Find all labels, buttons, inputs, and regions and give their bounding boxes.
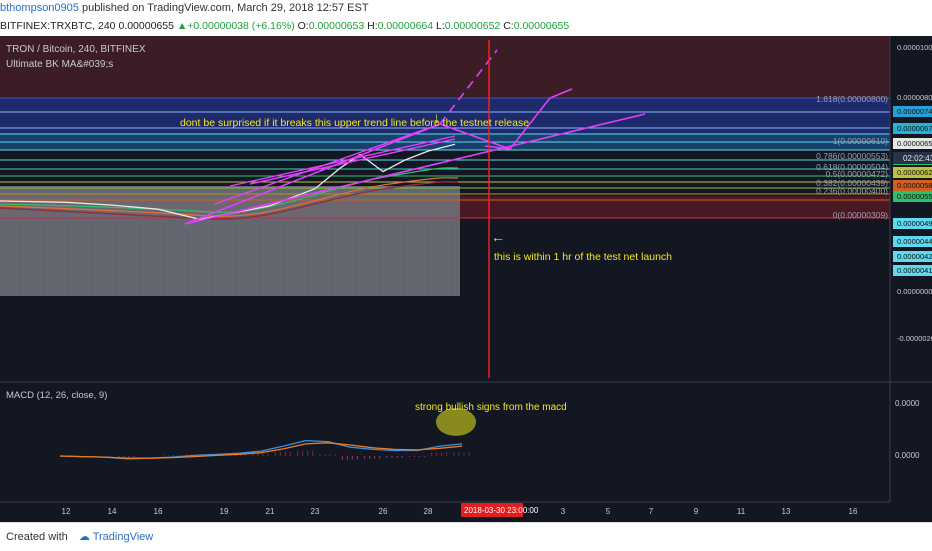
channel-line-c xyxy=(229,135,456,187)
open-value: 0.00000653 xyxy=(308,20,365,32)
time-axis-label: 14 xyxy=(108,507,117,516)
time-axis-label: 19 xyxy=(220,507,229,516)
price-label-box xyxy=(893,106,932,117)
up-arrow-icon: ▲ xyxy=(176,20,188,32)
price-label-box xyxy=(893,236,932,247)
time-axis-label: 26 xyxy=(379,507,388,516)
time-axis-label: 3 xyxy=(561,507,566,516)
trendline-annotation: dont be surprised if it breaks this uppe… xyxy=(180,117,529,129)
upper-zone xyxy=(0,36,890,98)
highlighted-date-box xyxy=(461,503,523,517)
publish-info: published on TradingView.com, March 29, … xyxy=(78,2,369,14)
publish-line: bthompson0905 published on TradingView.c… xyxy=(0,0,932,17)
time-axis-label: 5 xyxy=(606,507,611,516)
time-axis-label: 21 xyxy=(266,507,275,516)
chart-legend-title: TRON / Bitcoin, 240, BITFINEX xyxy=(6,44,146,55)
symbol-label: BITFINEX:TRXBTC, 240 xyxy=(0,20,116,32)
macd-annotation: strong bullish signs from the macd xyxy=(415,402,567,413)
price-axis-label: 0.00000748 xyxy=(897,107,932,116)
price-label-box xyxy=(893,123,932,134)
fib-level-label: 1.618(0.00000800) xyxy=(816,94,888,104)
price-label-box xyxy=(893,191,932,202)
arrow-down-icon: ↓ xyxy=(433,109,440,125)
macd-legend: MACD (12, 26, close, 9) xyxy=(6,390,107,401)
countdown-label: 02:02:43 xyxy=(903,154,932,163)
author-link[interactable]: bthompson0905 xyxy=(0,2,79,14)
high-value: 0.00000664 xyxy=(377,20,434,32)
projection-path xyxy=(439,88,573,150)
symbol-line: BITFINEX:TRXBTC, 240 0.00000655 ▲+0.0000… xyxy=(0,17,932,36)
fib-level-label: 0.382(0.00000439) xyxy=(816,178,888,188)
indicator-legend: Ultimate BK MA&#039;s xyxy=(6,59,113,70)
time-axis-label: 12 xyxy=(62,507,71,516)
time-axis-label: 16 xyxy=(849,507,858,516)
price-change: +0.00000038 (+6.16%) xyxy=(187,20,295,32)
trendline-extension xyxy=(439,49,498,125)
price-axis-label: 0.00000800 xyxy=(897,93,932,102)
price-axis-label: 0.00000000 xyxy=(897,287,932,296)
price-axis-label: 0.00000429 xyxy=(897,252,932,261)
fib-level-label: 0.786(0.00000553) xyxy=(816,151,888,161)
price-axis-label: 0.00000494 xyxy=(897,219,932,228)
footer: Created with ☁ TradingView xyxy=(0,522,932,551)
countdown-box xyxy=(893,152,932,164)
fib-level-label: 1(0.00000610) xyxy=(833,136,888,146)
fib-level-label: 0.5(0.00000472) xyxy=(826,169,889,179)
price-axis-label: 0.00000446 xyxy=(897,237,932,246)
ma-line-orange xyxy=(0,177,459,217)
fib-level-label: 0(0.00000309) xyxy=(833,210,888,220)
lower-trendline xyxy=(184,113,646,225)
price-axis-label: 0.00000621 xyxy=(897,168,932,177)
time-axis-label: 9 xyxy=(694,507,699,516)
low-label: L: xyxy=(436,20,445,32)
price-label-box xyxy=(893,180,932,191)
tradingview-logo-icon: ☁ xyxy=(78,531,90,543)
price-line xyxy=(0,143,456,221)
fib-level-label: 0.236(0.00000400) xyxy=(816,186,888,196)
price-label-box xyxy=(893,138,932,149)
time-axis-label: 7 xyxy=(649,507,654,516)
channel-line-b xyxy=(249,138,456,185)
price-label-box xyxy=(893,265,932,276)
highlighted-date-label: 2018-03-30 23:00:00 xyxy=(464,506,539,515)
price-axis-label: -0.00000200 xyxy=(897,334,932,343)
low-value: 0.00000652 xyxy=(444,20,501,32)
macd-axis-label-bottom: 0.0000 xyxy=(895,451,920,460)
macd-highlight-circle xyxy=(436,408,476,436)
time-axis-label: 23 xyxy=(311,507,320,516)
upper-trendline xyxy=(184,123,441,225)
time-axis-label: 28 xyxy=(424,507,433,516)
macd-axis-label-top: 0.0000 xyxy=(895,399,920,408)
close-label: C: xyxy=(503,20,514,32)
price-label-box xyxy=(893,218,932,229)
price-label-box xyxy=(893,167,932,178)
created-with-label: Created with xyxy=(6,531,68,543)
fib-level-label: 0.618(0.00000504) xyxy=(816,162,888,172)
signal-line xyxy=(59,442,463,459)
arrow-left-icon: ← xyxy=(491,229,505,245)
ma-line-green xyxy=(0,167,459,213)
time-axis-labels: 12 14 16 19 21 23 26 28 3 5 7 9 11 13 16 xyxy=(62,507,858,516)
high-label: H: xyxy=(367,20,378,32)
time-axis-label: 16 xyxy=(154,507,163,516)
price-axis-label: 0.00000414 xyxy=(897,266,932,275)
close-value: 0.00000655 xyxy=(513,20,570,32)
time-axis-label: 11 xyxy=(737,507,746,516)
fibonacci-labels: 1.618(0.00000800) 1(0.00000610) 0.786(0.00… xyxy=(816,94,888,220)
last-price: 0.00000655 xyxy=(118,20,174,32)
ma-line-dark xyxy=(0,181,459,220)
price-label-box xyxy=(893,251,932,262)
testnet-annotation: this is within 1 hr of the test net laun… xyxy=(494,251,672,263)
tradingview-link[interactable]: TradingView xyxy=(92,531,154,543)
price-axis-label: 0.00000655 xyxy=(897,139,932,148)
price-chart[interactable]: TRON / Bitcoin, 240, BITFINEX Ultimate B… xyxy=(0,36,932,522)
open-label: O: xyxy=(297,20,309,32)
price-axis-label: 0.00000586 xyxy=(897,181,932,190)
time-axis-label: 13 xyxy=(782,507,791,516)
